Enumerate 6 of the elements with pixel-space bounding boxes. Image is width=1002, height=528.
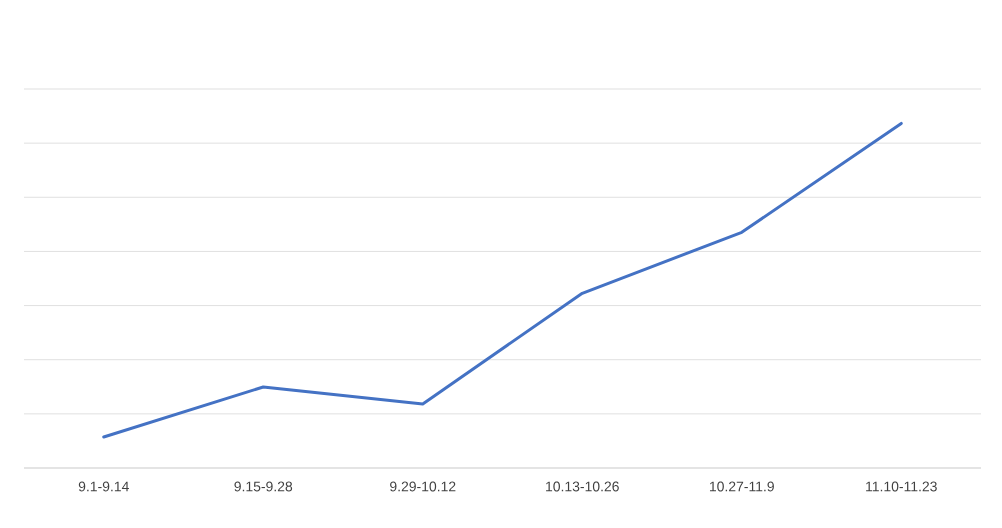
x-tick-label: 10.13-10.26	[546, 481, 619, 492]
x-tick-label: 9.15-9.28	[234, 481, 293, 492]
x-tick-label: 9.1-9.14	[78, 481, 129, 492]
x-tick-label: 11.10-11.23	[866, 481, 937, 492]
x-tick-label: 9.29-10.12	[390, 481, 456, 492]
x-tick-label: 10.27-11.9	[709, 481, 774, 492]
